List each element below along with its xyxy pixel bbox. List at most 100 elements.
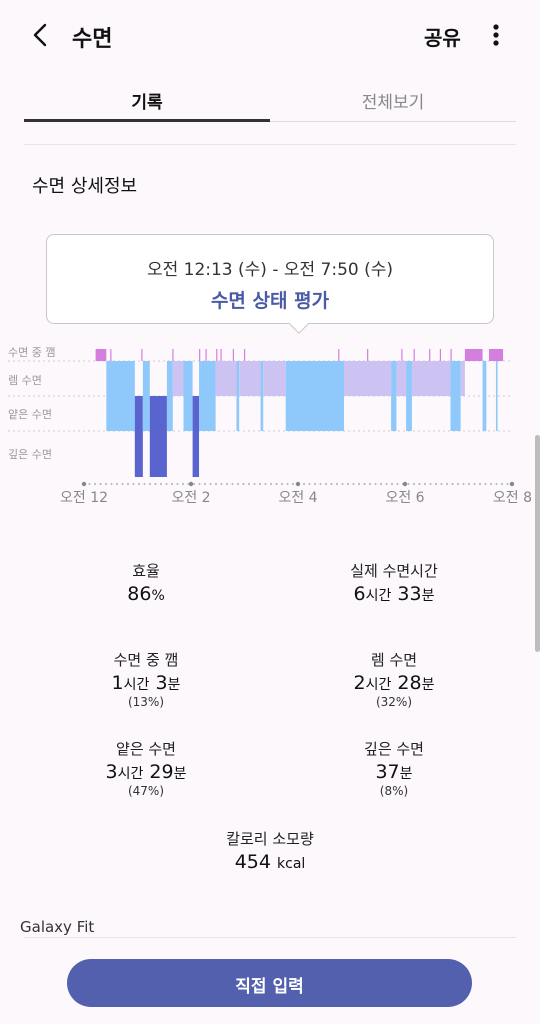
sleep-evaluation-link[interactable]: 수면 상태 평가 — [210, 290, 330, 312]
hours-value: 2 — [353, 672, 366, 694]
stat-efficiency: 효율 86% — [26, 560, 266, 605]
stat-label: 얕은 수면 — [116, 740, 176, 758]
x-tick-label: 오전 2 — [171, 490, 210, 506]
sleep-segment-light — [482, 361, 487, 431]
tab-record[interactable]: 기록 — [24, 78, 270, 122]
stat-label: 칼로리 소모량 — [226, 830, 314, 848]
hours-unit: 시간 — [123, 677, 150, 693]
minutes-unit: 분 — [173, 766, 187, 782]
chart-axis-dot — [121, 482, 124, 486]
chart-axis-dot — [104, 482, 108, 486]
stat-label: 수면 중 깸 — [113, 651, 179, 669]
chart-axis-dot — [258, 482, 262, 486]
sleep-segment-light — [495, 361, 498, 431]
stat-percent: (8%) — [379, 784, 409, 798]
chart-axis-dot — [478, 482, 482, 486]
awake-tick — [338, 349, 340, 361]
x-tick-dot — [81, 481, 87, 487]
stat-value: 454 kcal — [150, 851, 390, 873]
chart-axis-dot — [242, 482, 245, 486]
more-options-button[interactable] — [484, 20, 508, 50]
calories-unit: kcal — [277, 856, 306, 872]
chart-axis-dot — [500, 482, 504, 486]
sleep-segment-light — [450, 361, 461, 431]
sleep-tooltip: 오전 12:13 (수) - 오전 7:50 (수) 수면 상태 평가 — [46, 234, 494, 324]
manual-entry-button[interactable]: 직접 입력 — [67, 959, 472, 1007]
scrollbar[interactable] — [535, 435, 540, 652]
sleep-segment-deep — [192, 396, 200, 477]
chart-axis-dot — [236, 482, 240, 486]
chart-axis-dot — [374, 482, 377, 486]
back-button[interactable] — [26, 20, 56, 50]
chart-axis-dot — [159, 482, 163, 486]
chart-axis-dot — [456, 482, 460, 486]
sleep-segment-rem — [411, 361, 451, 396]
chart-axis-dot — [225, 482, 229, 486]
tab-overview[interactable]: 전체보기 — [361, 93, 425, 113]
page-title: 수면 — [72, 27, 113, 52]
stat-value: 6시간 33분 — [274, 583, 514, 605]
sleep-segment-rem — [239, 361, 261, 396]
sleep-segment-rem — [215, 361, 237, 396]
chart-axis-dot — [247, 482, 251, 486]
chart-axis-dot — [231, 482, 234, 486]
chart-axis-dot — [445, 482, 449, 486]
chart-axis-dot — [489, 482, 493, 486]
sleep-segment-light — [285, 361, 345, 431]
sleep-segment-light — [391, 361, 397, 431]
minutes-value: 3 — [155, 672, 168, 694]
chart-axis-dot — [506, 482, 509, 486]
sleep-time-range: 오전 12:13 (수) - 오전 7:50 (수) — [146, 260, 394, 280]
chart-axis-dot — [269, 482, 273, 486]
awake-tick — [141, 349, 143, 361]
chart-axis-dot — [390, 482, 394, 486]
sleep-segment-awake — [95, 349, 107, 361]
stat-label: 효율 — [132, 562, 160, 580]
stat-calories: 칼로리 소모량 454 kcal — [150, 828, 390, 873]
awake-tick — [401, 349, 403, 361]
sleep-segment-light — [183, 361, 193, 431]
awake-tick — [429, 349, 431, 361]
chart-axis-dot — [148, 482, 152, 486]
tab-bar: 기록 전체보기 — [24, 78, 516, 122]
awake-tick — [244, 349, 246, 361]
x-tick-dot — [188, 481, 194, 487]
divider — [24, 144, 516, 145]
stat-rem: 렘 수면 2시간 28분 (32%) — [274, 649, 514, 709]
chart-axis-dot — [313, 482, 317, 486]
app-bar: 수면 공유 — [0, 0, 540, 70]
stat-label: 실제 수면시간 — [350, 562, 438, 580]
section-title: 수면 상세정보 — [32, 176, 138, 197]
stat-value: 86% — [26, 583, 266, 605]
sleep-segment-light — [199, 361, 216, 431]
x-tick-dot — [509, 481, 515, 487]
efficiency-unit: % — [151, 588, 165, 604]
hours-unit: 시간 — [365, 677, 392, 693]
chart-axis-dot — [434, 482, 438, 486]
chart-axis-dot — [275, 482, 278, 486]
chart-axis-dot — [473, 482, 476, 486]
sleep-segment-light — [260, 361, 264, 431]
hours-unit: 시간 — [365, 588, 392, 604]
sleep-segment-rem — [460, 361, 465, 396]
chevron-left-icon — [33, 23, 47, 47]
chart-axis-dot — [308, 482, 311, 486]
divider — [24, 937, 516, 938]
stage-label: 렘 수면 — [8, 374, 42, 387]
share-button[interactable]: 공유 — [424, 26, 461, 50]
sleep-segment-rem — [172, 361, 184, 396]
x-tick-label: 오전 12 — [60, 490, 108, 506]
chart-axis-dot — [181, 482, 185, 486]
chart-axis-dot — [407, 482, 410, 486]
stat-value: 3시간 29분 — [26, 761, 266, 783]
chart-axis-dot — [176, 482, 179, 486]
chart-axis-dot — [423, 482, 427, 486]
chart-axis-dot — [170, 482, 174, 486]
minutes-unit: 분 — [421, 588, 435, 604]
chart-axis-dot — [286, 482, 289, 486]
chart-axis-dot — [137, 482, 141, 486]
x-tick-dot — [295, 481, 301, 487]
stage-label: 깊은 수면 — [8, 448, 52, 461]
hours-value: 6 — [353, 583, 366, 605]
